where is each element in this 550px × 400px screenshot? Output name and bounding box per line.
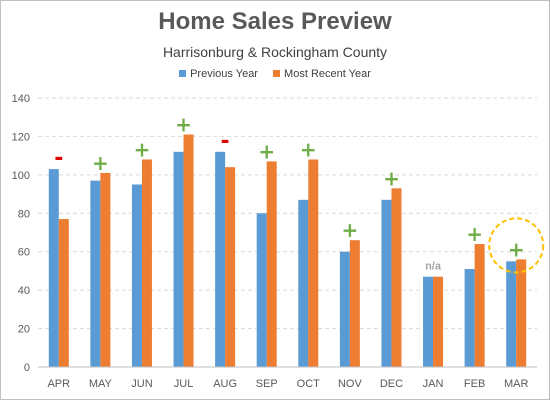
legend-item-most-recent-year: Most Recent Year bbox=[273, 68, 371, 80]
bar-previous-year bbox=[381, 199, 392, 367]
bar-previous-year bbox=[48, 169, 59, 367]
y-tick-label: 60 bbox=[18, 247, 30, 259]
bar-previous-year bbox=[298, 199, 309, 367]
increase-marker: + bbox=[383, 166, 400, 190]
x-tick-label: DEC bbox=[380, 378, 403, 390]
x-tick-label: FEB bbox=[464, 378, 485, 390]
increase-marker: + bbox=[508, 237, 525, 261]
y-tick-label: 140 bbox=[12, 93, 30, 105]
bar-most-recent-year bbox=[308, 159, 319, 367]
legend-swatch-previous-year bbox=[179, 70, 187, 77]
bar-previous-year bbox=[506, 261, 517, 367]
increase-marker: + bbox=[466, 222, 483, 246]
legend-label-previous-year: Previous Year bbox=[190, 68, 258, 80]
legend-swatch-most-recent-year bbox=[273, 70, 281, 77]
bar-most-recent-year bbox=[266, 161, 277, 367]
x-tick-label: JAN bbox=[423, 378, 444, 390]
increase-marker: + bbox=[258, 139, 275, 163]
increase-marker: + bbox=[134, 137, 151, 161]
x-tick-label: AUG bbox=[213, 378, 237, 390]
change-markers: - + + + - + + + + + + bbox=[54, 113, 524, 262]
y-tick-label: 100 bbox=[12, 170, 30, 182]
annotations: n/a bbox=[425, 217, 545, 274]
bar-previous-year bbox=[131, 184, 142, 367]
bar-most-recent-year bbox=[516, 259, 527, 367]
bar-previous-year bbox=[423, 276, 434, 367]
legend-item-previous-year: Previous Year bbox=[179, 68, 258, 80]
bar-most-recent-year bbox=[58, 219, 69, 367]
y-axis: 0 20 40 60 80 100 120 140 bbox=[12, 93, 30, 374]
y-tick-label: 0 bbox=[24, 362, 30, 374]
x-tick-label: MAY bbox=[89, 378, 113, 390]
x-tick-label: APR bbox=[47, 378, 70, 390]
decrease-marker: - bbox=[54, 146, 63, 171]
y-tick-label: 20 bbox=[18, 324, 30, 336]
bar-most-recent-year bbox=[474, 244, 485, 367]
bars bbox=[48, 134, 527, 367]
decrease-marker: - bbox=[221, 129, 230, 154]
x-axis: APR MAY JUN JUL AUG SEP OCT NOV DEC JAN FEB MAR bbox=[38, 366, 537, 390]
x-tick-label: SEP bbox=[256, 378, 278, 390]
bar-most-recent-year bbox=[349, 240, 360, 367]
bar-most-recent-year bbox=[391, 188, 402, 367]
chart-legend: Previous Year Most Recent Year bbox=[0, 68, 550, 80]
x-tick-label: JUL bbox=[174, 378, 194, 390]
bar-previous-year bbox=[173, 151, 184, 367]
increase-marker: + bbox=[92, 151, 109, 175]
bar-previous-year bbox=[339, 251, 350, 367]
increase-marker: + bbox=[341, 218, 358, 242]
gridlines bbox=[38, 97, 537, 330]
na-label: n/a bbox=[425, 261, 442, 273]
increase-marker: + bbox=[300, 137, 317, 161]
bar-most-recent-year bbox=[141, 159, 152, 367]
bar-previous-year bbox=[215, 151, 226, 367]
y-tick-label: 120 bbox=[12, 131, 30, 143]
y-tick-label: 40 bbox=[18, 285, 30, 297]
bar-previous-year bbox=[256, 213, 267, 367]
x-tick-label: OCT bbox=[297, 378, 321, 390]
x-tick-label: JUN bbox=[131, 378, 152, 390]
bar-previous-year bbox=[90, 180, 101, 367]
y-tick-label: 80 bbox=[18, 208, 30, 220]
highlight-circle bbox=[488, 217, 545, 274]
bar-most-recent-year bbox=[433, 276, 444, 367]
legend-label-most-recent-year: Most Recent Year bbox=[284, 68, 371, 80]
x-tick-label: NOV bbox=[338, 378, 363, 390]
x-tick-label: MAR bbox=[504, 378, 529, 390]
bar-most-recent-year bbox=[183, 134, 194, 367]
bar-previous-year bbox=[464, 269, 475, 367]
increase-marker: + bbox=[175, 113, 192, 137]
chart-title: Home Sales Preview bbox=[158, 8, 392, 35]
chart-subtitle: Harrisonburg & Rockingham County bbox=[162, 44, 388, 60]
bar-most-recent-year bbox=[100, 172, 111, 367]
bar-most-recent-year bbox=[225, 167, 236, 367]
